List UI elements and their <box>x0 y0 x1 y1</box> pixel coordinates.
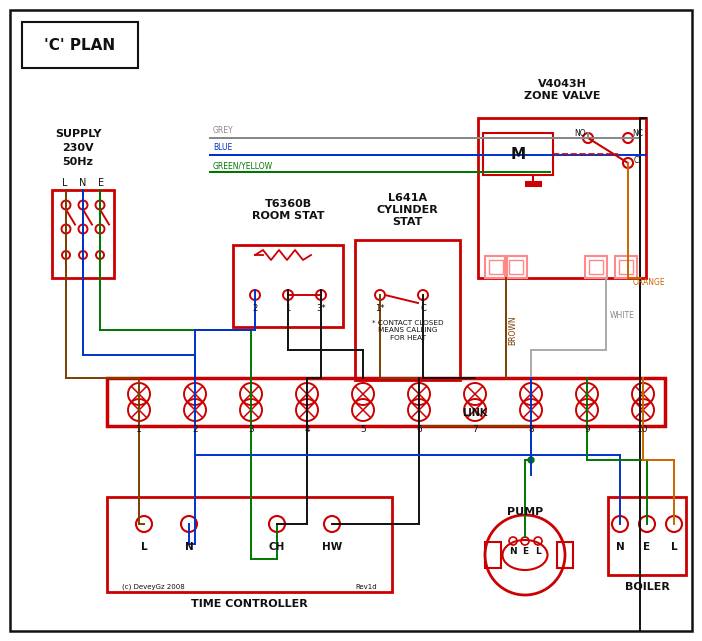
Text: CH: CH <box>269 542 285 552</box>
Text: 8: 8 <box>528 424 534 433</box>
Bar <box>22 22 138 68</box>
Text: N: N <box>509 547 517 556</box>
Text: L641A
CYLINDER
STAT: L641A CYLINDER STAT <box>377 192 438 228</box>
Text: TIME CONTROLLER: TIME CONTROLLER <box>191 599 308 609</box>
Bar <box>233 245 343 327</box>
Text: LINK: LINK <box>463 408 488 418</box>
Text: BLUE: BLUE <box>213 143 232 152</box>
Bar <box>619 260 633 274</box>
Bar <box>485 542 501 568</box>
Bar <box>615 256 637 278</box>
Text: 3*: 3* <box>316 303 326 313</box>
Text: C: C <box>420 303 426 313</box>
Text: 2: 2 <box>253 303 258 313</box>
Text: 4: 4 <box>304 424 310 433</box>
Text: 3: 3 <box>248 424 254 433</box>
Text: 'C' PLAN: 'C' PLAN <box>44 38 116 53</box>
Text: WHITE: WHITE <box>610 310 635 319</box>
Text: BROWN: BROWN <box>508 315 517 345</box>
Text: N: N <box>616 542 624 552</box>
Text: 6: 6 <box>416 424 422 433</box>
Text: 9: 9 <box>584 424 590 433</box>
Text: M: M <box>510 147 526 162</box>
Text: 1: 1 <box>136 424 142 433</box>
Bar <box>52 190 114 278</box>
Text: L: L <box>670 542 677 552</box>
Text: T6360B
ROOM STAT: T6360B ROOM STAT <box>252 199 324 221</box>
Bar <box>585 256 607 278</box>
Text: C: C <box>633 156 639 165</box>
Text: (c) DeveyGz 2008: (c) DeveyGz 2008 <box>122 584 185 590</box>
Text: 2: 2 <box>192 424 198 433</box>
Text: 1*: 1* <box>376 303 385 313</box>
Text: N: N <box>185 542 193 552</box>
Text: 10: 10 <box>637 424 649 433</box>
Text: * CONTACT CLOSED
MEANS CALLING
FOR HEAT: * CONTACT CLOSED MEANS CALLING FOR HEAT <box>371 319 443 340</box>
Text: PUMP: PUMP <box>507 507 543 517</box>
Bar <box>509 260 523 274</box>
Text: ORANGE: ORANGE <box>633 278 665 287</box>
Text: L: L <box>535 547 541 556</box>
Text: 5: 5 <box>360 424 366 433</box>
Bar <box>355 240 460 380</box>
Bar <box>107 497 392 592</box>
Text: NC: NC <box>633 129 644 138</box>
Text: Rev1d: Rev1d <box>355 584 377 590</box>
Bar <box>478 118 646 278</box>
Bar <box>107 378 665 426</box>
Text: L: L <box>62 178 68 188</box>
Text: L: L <box>140 542 147 552</box>
Bar <box>589 260 603 274</box>
Circle shape <box>528 457 534 463</box>
Bar <box>489 260 503 274</box>
Text: 1: 1 <box>286 303 291 313</box>
Text: SUPPLY
230V
50Hz: SUPPLY 230V 50Hz <box>55 129 101 167</box>
Text: GREY: GREY <box>213 126 234 135</box>
Text: E: E <box>98 178 104 188</box>
Text: V4043H
ZONE VALVE: V4043H ZONE VALVE <box>524 79 600 101</box>
Bar <box>483 133 553 175</box>
Bar <box>505 256 527 278</box>
Bar <box>557 542 573 568</box>
Text: E: E <box>644 542 651 552</box>
Bar <box>608 497 686 575</box>
Bar <box>485 256 507 278</box>
Text: N: N <box>79 178 86 188</box>
Text: BOILER: BOILER <box>625 582 670 592</box>
Text: NO: NO <box>574 129 585 138</box>
Text: HW: HW <box>322 542 342 552</box>
Text: GREEN/YELLOW: GREEN/YELLOW <box>213 161 273 170</box>
Text: E: E <box>522 547 528 556</box>
Text: 7: 7 <box>472 424 478 433</box>
